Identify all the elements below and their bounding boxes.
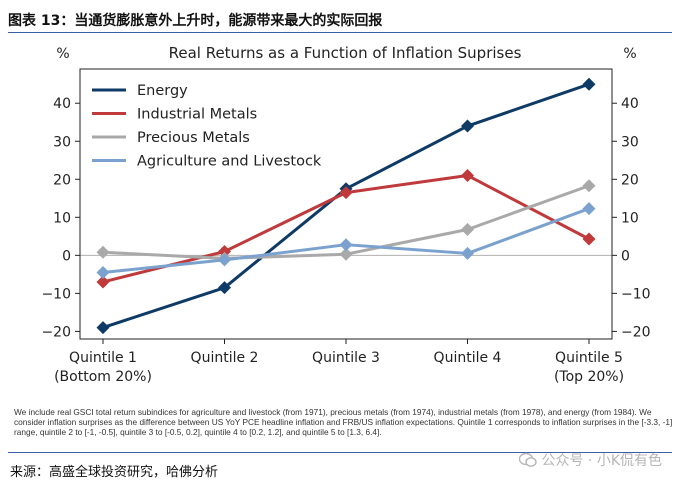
legend-label-energy: Energy [137,83,188,99]
x-tick-label: Quintile 4 [434,350,502,366]
data-point-energy [582,77,596,91]
x-tick-label: (Top 20%) [554,369,624,385]
y-tick-label-right: −20 [621,324,651,340]
y-tick-label-right: 30 [621,134,639,150]
legend-label-precious-metals: Precious Metals [137,130,250,146]
data-point-precious-metals [582,179,596,193]
data-point-industrial-metals [96,275,110,289]
y-axis-label-right: % [623,46,636,62]
data-point-agriculture-and-livestock [96,265,110,279]
data-point-energy [96,321,110,335]
bottom-divider [8,452,672,453]
data-point-precious-metals [96,245,110,259]
wechat-icon [519,452,538,467]
watermark: 公众号 · 小K侃有色 [519,450,662,470]
y-tick-label-right: 40 [621,96,639,112]
data-point-energy [218,281,231,295]
data-point-energy [461,119,474,133]
line-chart: Real Returns as a Function of Inflation … [41,44,650,385]
data-point-agriculture-and-livestock [218,253,231,267]
watermark-text: 公众号 · 小K侃有色 [541,453,662,469]
x-tick-label: Quintile 2 [191,350,259,366]
data-point-industrial-metals [339,186,353,200]
source-text: 来源：高盛全球投资研究，哈佛分析 [10,465,219,480]
y-tick-label-right: −10 [621,286,651,302]
y-tick-label-left: 10 [53,210,71,226]
legend-label-industrial-metals: Industrial Metals [137,107,257,123]
data-point-precious-metals [461,222,474,236]
y-tick-label-right: 10 [621,210,639,226]
data-point-industrial-metals [582,232,596,246]
y-tick-label-left: 40 [53,96,71,112]
footnote: We include real GSCI total return subind… [14,407,673,437]
y-axis-label-left: % [56,46,69,62]
data-point-agriculture-and-livestock [461,246,474,260]
chart-ticks: −20 −20 −10 −10 0 0 10 10 20 20 30 30 40 40 Quintile 1… [41,96,650,385]
y-tick-label-left: −10 [41,286,71,302]
x-tick-label: (Bottom 20%) [54,369,152,385]
y-tick-label-left: 20 [53,172,71,188]
data-point-precious-metals [339,247,353,261]
y-tick-label-right: 20 [621,172,639,188]
figure-title: 图表 13：当通货膨胀意外上升时，能源带来最大的实际回报 [8,13,383,29]
y-tick-label-left: −20 [41,324,71,340]
y-tick-label-left: 30 [53,134,71,150]
data-point-agriculture-and-livestock [582,202,596,216]
data-point-industrial-metals [218,245,231,259]
y-tick-label-right: 0 [621,248,630,264]
data-point-industrial-metals [461,168,474,182]
top-divider [8,32,672,33]
chart-series [96,77,596,335]
x-tick-label: Quintile 3 [312,350,380,366]
chart-title: Real Returns as a Function of Inflation … [169,44,522,62]
x-tick-label: Quintile 5 [555,350,623,366]
chart-legend: Energy Industrial Metals Precious Metals Ag… [92,83,322,170]
legend-label-agriculture-and-livestock: Agriculture and Livestock [137,154,322,170]
x-tick-label: Quintile 1 [69,350,137,366]
data-point-agriculture-and-livestock [339,238,353,252]
y-tick-label-left: 0 [62,248,71,264]
